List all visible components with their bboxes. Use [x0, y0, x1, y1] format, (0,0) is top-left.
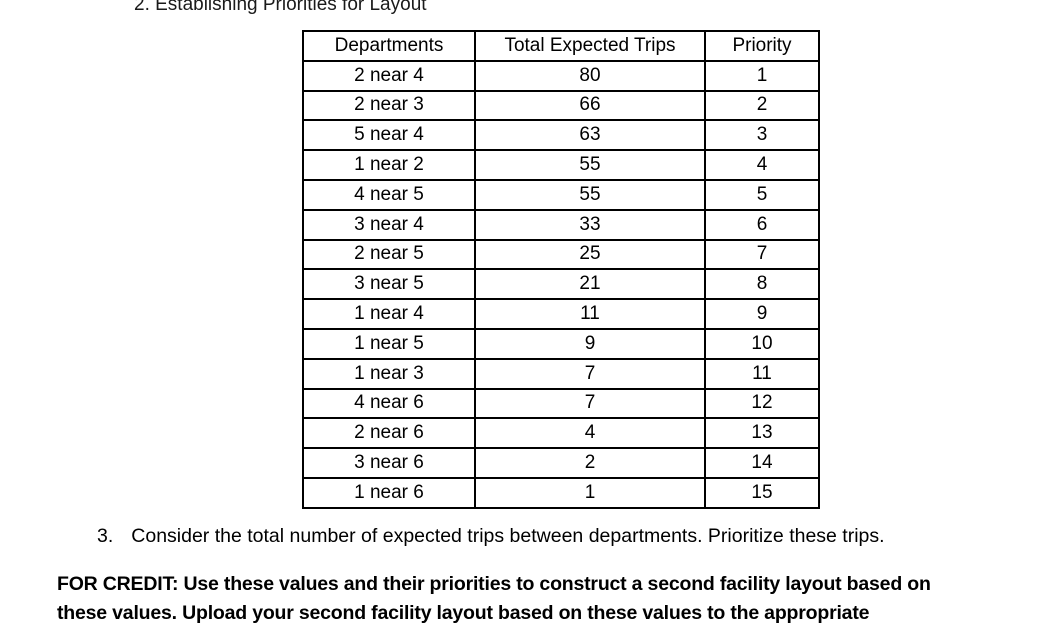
table-cell: 63: [474, 119, 706, 152]
table-row: 3 near 6 2 14: [302, 447, 820, 479]
table-cell: 2 near 6: [302, 417, 476, 450]
table-cell: 11: [704, 357, 820, 390]
table-cell: 2: [704, 89, 820, 122]
table-cell: 15: [704, 476, 820, 509]
table-row: 1 near 3 7 11: [302, 357, 820, 390]
table-cell: 33: [474, 208, 706, 241]
table-row: 5 near 4 63 3: [302, 119, 820, 152]
table-cell: 9: [704, 298, 820, 330]
table-cell: 3 near 5: [302, 268, 476, 301]
table-cell: 2 near 4: [302, 59, 476, 92]
table-header-cell: Priority: [704, 30, 820, 62]
table-cell: 8: [704, 268, 820, 301]
priority-table-header: Departments Total Expected Trips Priority: [302, 30, 820, 62]
table-row: 4 near 6 7 12: [302, 387, 820, 420]
table-row: 1 near 2 55 4: [302, 149, 820, 181]
table-cell: 2 near 3: [302, 89, 476, 122]
table-cell: 4: [474, 417, 706, 450]
table-header-cell: Departments: [302, 30, 476, 62]
table-cell: 3: [704, 119, 820, 152]
table-cell: 1 near 3: [302, 357, 476, 390]
table-cell: 1 near 6: [302, 476, 476, 509]
table-row: 1 near 5 9 10: [302, 327, 820, 360]
table-row: 3 near 5 21 8: [302, 268, 820, 301]
table-cell: 14: [704, 447, 820, 479]
for-credit-line-2: these values. Upload your second facilit…: [57, 601, 870, 624]
table-cell: 1 near 4: [302, 298, 476, 330]
numbered-list-item-3: 3. Consider the total number of expected…: [97, 523, 885, 549]
table-cell: 9: [474, 327, 706, 360]
for-credit-line-1: FOR CREDIT: Use these values and their p…: [57, 573, 931, 595]
list-item-number: 3.: [97, 525, 114, 547]
table-cell: 80: [474, 59, 706, 92]
table-cell: 1 near 5: [302, 327, 476, 360]
table-cell: 7: [704, 238, 820, 271]
table-cell: 13: [704, 417, 820, 450]
table-row: 2 near 6 4 13: [302, 417, 820, 450]
list-item-text: Consider the total number of expected tr…: [131, 525, 885, 547]
table-cell: 4: [704, 149, 820, 181]
table-cell: 66: [474, 89, 706, 122]
table-cell: 55: [474, 149, 706, 181]
table-row: 1 near 4 11 9: [302, 298, 820, 330]
table-cell: 11: [474, 298, 706, 330]
priority-table-body: 2 near 4 80 1 2 near 3 66 2 5 near 4 63 3 1 near …: [302, 59, 820, 509]
table-cell: 5: [704, 178, 820, 211]
table-cell: 10: [704, 327, 820, 360]
table-row: 2 near 5 25 7: [302, 238, 820, 271]
table-cell: 4 near 6: [302, 387, 476, 420]
table-header-row: Departments Total Expected Trips Priority: [302, 30, 820, 62]
for-credit-paragraph: FOR CREDIT: Use these values and their p…: [57, 570, 931, 627]
table-cell: 1 near 2: [302, 149, 476, 181]
table-cell: 1: [704, 59, 820, 92]
table-cell: 7: [474, 357, 706, 390]
table-row: 2 near 4 80 1: [302, 59, 820, 92]
table-cell: 12: [704, 387, 820, 420]
table-cell: 4 near 5: [302, 178, 476, 211]
table-cell: 5 near 4: [302, 119, 476, 152]
table-cell: 25: [474, 238, 706, 271]
table-cell: 3 near 4: [302, 208, 476, 241]
table-cell: 6: [704, 208, 820, 241]
section-heading: 2. Establishing Priorities for Layout: [134, 0, 427, 15]
table-cell: 21: [474, 268, 706, 301]
table-row: 4 near 5 55 5: [302, 178, 820, 211]
table-cell: 1: [474, 476, 706, 509]
table-row: 1 near 6 1 15: [302, 476, 820, 509]
table-row: 3 near 4 33 6: [302, 208, 820, 241]
table-cell: 3 near 6: [302, 447, 476, 479]
table-cell: 7: [474, 387, 706, 420]
table-cell: 2 near 5: [302, 238, 476, 271]
table-row: 2 near 3 66 2: [302, 89, 820, 122]
table-cell: 55: [474, 178, 706, 211]
table-header-cell: Total Expected Trips: [474, 30, 706, 62]
table-cell: 2: [474, 447, 706, 479]
priority-table: Departments Total Expected Trips Priority …: [302, 30, 820, 509]
